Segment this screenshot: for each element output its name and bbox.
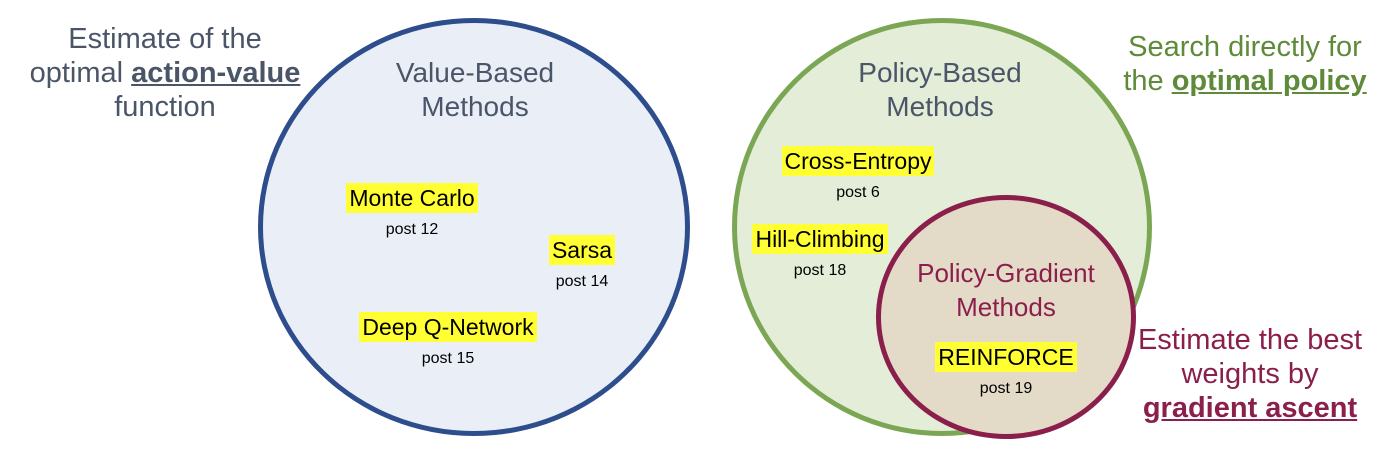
action-value-term: action-value — [131, 57, 301, 89]
method-hill-climbing: Hill-Climbing post 18 — [720, 224, 920, 282]
method-monte-carlo: Monte Carlo post 12 — [312, 183, 512, 241]
method-name: Cross-Entropy — [781, 146, 935, 176]
value-desc-line2: optimal action-value — [0, 56, 330, 90]
value-desc-line3: function — [114, 91, 216, 123]
method-cross-entropy: Cross-Entropy post 6 — [748, 146, 968, 204]
pg-desc-line1: Estimate the best — [1137, 324, 1363, 356]
policy-gradient-description: Estimate the best weights by gradient as… — [1110, 323, 1390, 425]
value-based-title: Value-Based Methods — [340, 56, 610, 124]
post-reference: post 12 — [385, 221, 439, 238]
post-reference: post 19 — [979, 380, 1033, 397]
gradient-ascent-term: gradient ascent — [1142, 392, 1358, 424]
value-based-title-line1: Value-Based — [395, 57, 555, 88]
policy-based-title-line1: Policy-Based — [858, 57, 1022, 88]
optimal-policy-term: optimal policy — [1171, 65, 1367, 97]
policy-gradient-title: Policy-Gradient Methods — [876, 256, 1136, 324]
policy-gradient-title-line2: Methods — [956, 292, 1056, 322]
value-based-title-line2: Methods — [421, 91, 529, 122]
method-name: Monte Carlo — [346, 183, 478, 213]
policy-based-title-line2: Methods — [886, 91, 994, 122]
method-name: Sarsa — [548, 235, 616, 265]
value-based-circle — [258, 18, 690, 436]
post-reference: post 14 — [555, 273, 609, 290]
policy-desc-line1: Search directly for — [1128, 31, 1362, 63]
pg-desc-line2: weights by — [1181, 358, 1319, 390]
policy-gradient-circle — [876, 195, 1136, 439]
post-reference: post 15 — [421, 350, 475, 367]
policy-desc-line2: the optimal policy — [1100, 64, 1390, 98]
method-sarsa: Sarsa post 14 — [522, 235, 642, 293]
method-name: REINFORCE — [935, 342, 1077, 372]
value-based-description: Estimate of the optimal action-value fun… — [0, 22, 330, 124]
method-name: Deep Q-Network — [359, 312, 537, 342]
pg-desc-line3: gradient ascent — [1110, 391, 1390, 425]
method-reinforce: REINFORCE post 19 — [896, 342, 1116, 400]
policy-based-title: Policy-Based Methods — [805, 56, 1075, 124]
method-name: Hill-Climbing — [752, 224, 888, 254]
post-reference: post 6 — [836, 184, 880, 201]
policy-gradient-title-line1: Policy-Gradient — [917, 258, 1095, 288]
post-reference: post 18 — [793, 262, 847, 279]
method-deep-q-network: Deep Q-Network post 15 — [328, 312, 568, 370]
value-desc-line2-prefix: optimal — [29, 57, 132, 89]
policy-desc-line2-prefix: the — [1123, 65, 1172, 97]
policy-based-description: Search directly for the optimal policy — [1100, 30, 1390, 98]
value-desc-line1: Estimate of the — [68, 23, 262, 55]
